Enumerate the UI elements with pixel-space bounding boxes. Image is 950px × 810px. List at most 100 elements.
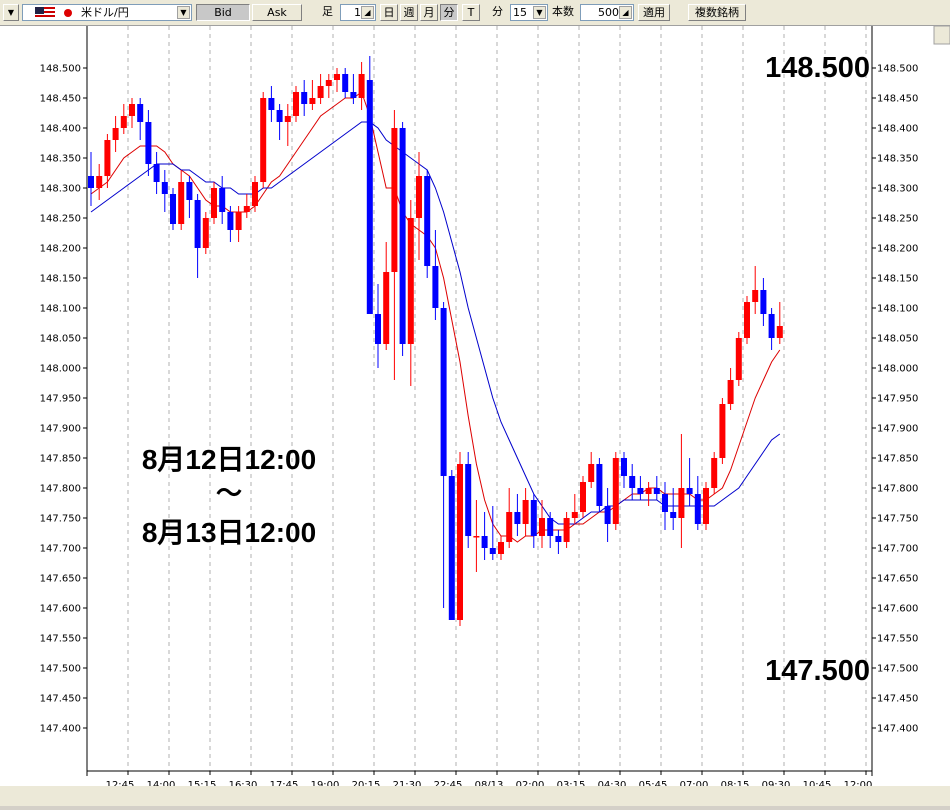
x-tick-label: 05:45 — [639, 780, 668, 791]
y-tick-label: 148.050 — [877, 334, 918, 345]
y-tick-label: 148.100 — [40, 304, 81, 315]
symbol-select[interactable]: 米ドル/円 ▼ — [22, 4, 192, 21]
candle-body — [276, 110, 283, 122]
month-button[interactable]: 月 — [420, 4, 438, 21]
minute-select[interactable]: 15 ▼ — [510, 4, 548, 21]
count-value: 500 — [598, 6, 619, 19]
candle-body — [719, 404, 726, 458]
candle-body — [637, 488, 644, 494]
candle-body — [629, 476, 636, 488]
scroll-corner[interactable] — [933, 25, 950, 45]
candle-body — [612, 458, 619, 524]
multi-symbol-button[interactable]: 複数銘柄 — [688, 4, 746, 21]
bid-button[interactable]: Bid — [196, 4, 250, 21]
y-axis-right: 148.500 148.450 148.400 148.350 148.300 148.2… — [872, 64, 918, 735]
y-tick-label: 147.950 — [40, 394, 81, 405]
leg-label: 足 — [322, 5, 333, 18]
y-tick-label: 148.300 — [877, 184, 918, 195]
y-tick-label: 147.600 — [40, 604, 81, 615]
x-axis: 12:45 14:00 15:15 16:30 17:45 19:00 20:15 21:30… — [106, 771, 873, 791]
spinner-icon[interactable]: ◢ — [619, 6, 632, 19]
candle-body — [96, 176, 103, 188]
x-tick-label: 20:15 — [352, 780, 381, 791]
candle-body — [104, 140, 111, 176]
chart-area[interactable]: 148.500 148.450 148.400 148.350 148.300 148.2… — [0, 25, 950, 806]
candle-body — [522, 500, 529, 524]
y-tick-label: 147.950 — [877, 394, 918, 405]
candle-body — [703, 488, 709, 524]
x-tick-label: 16:30 — [229, 780, 258, 791]
y-tick-label: 147.400 — [877, 724, 918, 735]
candle-body — [211, 188, 217, 218]
x-tick-label: 15:15 — [188, 780, 217, 791]
candle-body — [571, 512, 578, 518]
candle-body — [358, 74, 365, 98]
y-axis-left: 148.500 148.450 148.400 148.350 148.300 148.2… — [40, 64, 87, 735]
symbol-label: 米ドル/円 — [81, 6, 129, 19]
candle-body — [88, 176, 94, 188]
candle-body — [391, 128, 398, 272]
leg-value: 1 — [354, 6, 361, 19]
candle-body — [752, 290, 759, 302]
y-tick-label: 148.000 — [40, 364, 81, 375]
candle-body — [112, 128, 119, 140]
tick-button[interactable]: T — [462, 4, 480, 21]
x-tick-label: 10:45 — [803, 780, 832, 791]
spinner-icon[interactable]: ◢ — [361, 6, 374, 19]
horizontal-scrollbar[interactable] — [0, 786, 950, 806]
week-button[interactable]: 週 — [400, 4, 418, 21]
high-price-label: 148.500 — [765, 52, 870, 84]
y-tick-label: 147.700 — [40, 544, 81, 555]
y-tick-label: 148.200 — [40, 244, 81, 255]
day-button[interactable]: 日 — [380, 4, 398, 21]
range-start-label: 8月12日12:00 — [142, 444, 316, 475]
leg-spinner[interactable]: 1 ◢ — [340, 4, 376, 21]
y-tick-label: 147.850 — [877, 454, 918, 465]
y-tick-label: 147.400 — [40, 724, 81, 735]
candle-body — [309, 98, 316, 104]
x-tick-label: 12:00 — [844, 780, 873, 791]
y-tick-label: 148.500 — [40, 64, 81, 75]
candle-body — [694, 494, 701, 524]
y-tick-label: 147.750 — [877, 514, 918, 525]
candle-body — [465, 464, 472, 536]
minute-button[interactable]: 分 — [440, 4, 458, 21]
candle-body — [588, 464, 595, 482]
candle-body — [744, 302, 750, 338]
candle-body — [268, 98, 275, 110]
x-tick-label: 08/13 — [475, 780, 504, 791]
candle-body — [506, 512, 513, 542]
chevron-down-icon[interactable]: ▼ — [533, 6, 546, 19]
candle-body — [334, 74, 340, 80]
x-tick-label: 08:15 — [721, 780, 750, 791]
candle-body — [342, 74, 349, 92]
y-tick-label: 147.650 — [877, 574, 918, 585]
y-tick-label: 147.850 — [40, 454, 81, 465]
toolbar: ▼ 米ドル/円 ▼ Bid Ask 足 1 ◢ 日 週 月 分 T 分 15 ▼… — [0, 0, 950, 26]
menu-dropdown-button[interactable]: ▼ — [3, 4, 19, 21]
apply-button[interactable]: 適用 — [638, 4, 670, 21]
candle-body — [235, 212, 242, 230]
count-spinner[interactable]: 500 ◢ — [580, 4, 634, 21]
range-tilde-label: 〜 — [216, 478, 242, 508]
candle-body — [678, 488, 685, 518]
chevron-down-icon[interactable]: ▼ — [177, 6, 190, 19]
x-tick-label: 03:15 — [557, 780, 586, 791]
y-tick-label: 148.450 — [40, 94, 81, 105]
candle-body — [473, 536, 480, 538]
candle-body — [325, 80, 332, 86]
candle-body — [555, 536, 562, 542]
candle-body — [514, 512, 521, 524]
y-tick-label: 148.150 — [877, 274, 918, 285]
x-tick-label: 07:00 — [680, 780, 709, 791]
ask-button[interactable]: Ask — [252, 4, 302, 21]
y-tick-label: 148.450 — [877, 94, 918, 105]
y-tick-label: 147.600 — [877, 604, 918, 615]
candle-body — [202, 218, 209, 248]
candle-body — [383, 272, 390, 344]
x-tick-label: 22:45 — [434, 780, 463, 791]
candle-body — [727, 380, 734, 404]
y-tick-label: 148.500 — [877, 64, 918, 75]
candle-body — [186, 182, 193, 200]
candle-body — [440, 308, 447, 476]
